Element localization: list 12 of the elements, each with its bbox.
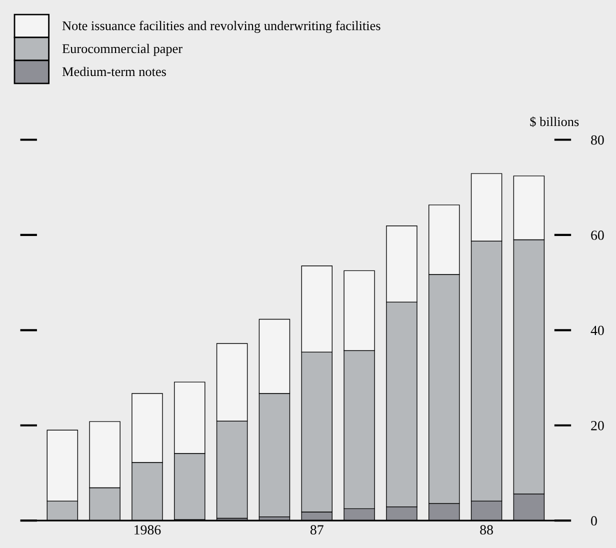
- y-tick-label: 0: [591, 516, 597, 526]
- y-tick-label: 80: [591, 135, 604, 145]
- x-tick-label: 88: [480, 525, 493, 535]
- legend-label: Eurocommercial paper: [62, 44, 182, 56]
- y-tick-label: 60: [591, 230, 604, 240]
- y-tick-label: 40: [590, 326, 604, 336]
- y-axis-title: $ billions: [530, 116, 579, 128]
- legend-label: Note issuance facilities and revolving underwriting facilities: [62, 20, 380, 33]
- x-tick-label: 1986: [134, 525, 161, 535]
- legend-label: Medium-term notes: [62, 66, 166, 76]
- x-tick-label: 87: [310, 525, 324, 535]
- y-tick-label: 20: [591, 420, 604, 430]
